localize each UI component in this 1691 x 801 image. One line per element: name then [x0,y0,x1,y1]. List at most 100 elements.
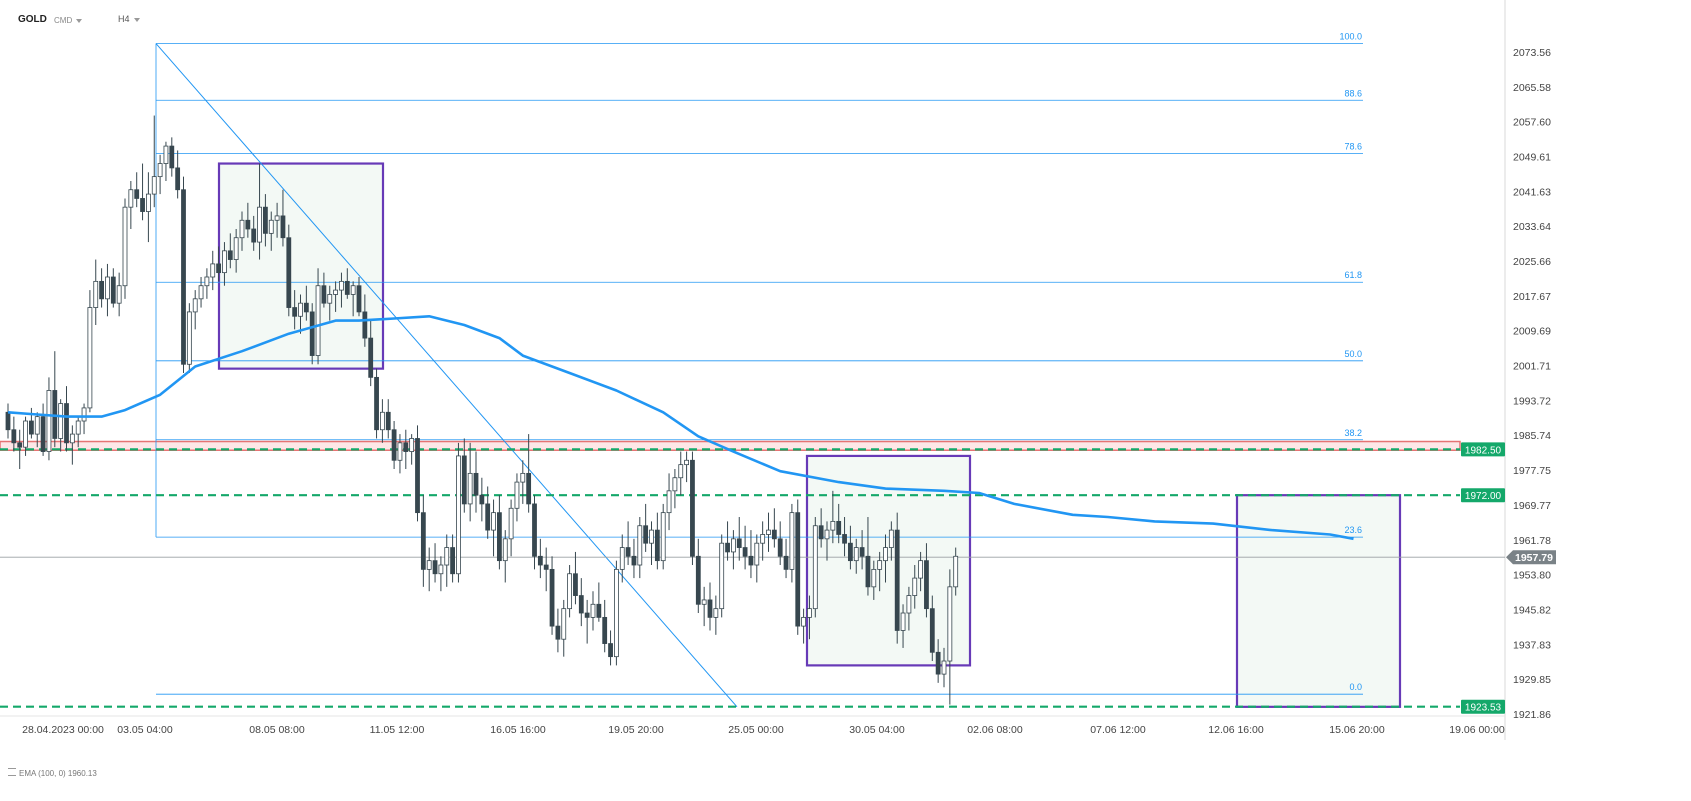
candle [766,512,771,552]
candle-body [695,555,701,605]
candle [584,599,590,644]
candle [485,486,491,539]
candle [23,416,28,456]
candle-body [888,529,894,548]
candle [75,416,81,448]
candle-body [537,555,543,566]
candle-body [198,285,204,300]
timeframe-selector[interactable]: H4 [118,14,140,24]
x-tick-label: 02.06 08:00 [967,724,1023,736]
x-tick-label: 11.05 12:00 [370,724,425,736]
candle-body [28,420,34,435]
candle [900,604,906,648]
candle [40,403,46,456]
candle [286,224,292,317]
candle [713,595,719,635]
ema-line [7,314,1354,541]
candle-body [116,285,122,304]
candle-body [403,442,409,452]
candle [140,163,145,221]
candle [251,215,257,251]
candle-body [163,145,169,164]
candle [631,538,637,579]
candle [935,639,941,683]
candle [561,599,567,657]
candle-body [865,555,871,588]
candle [637,517,643,579]
candle [625,521,631,566]
candle [853,538,859,574]
candle-body [508,507,514,540]
candle-body [713,608,719,618]
candle-body [17,442,23,448]
candle [573,551,578,605]
candle-body [514,481,520,509]
candle [128,180,134,229]
candle-body [777,538,783,557]
candle-body [145,193,151,212]
candle [344,268,350,299]
candle [496,495,502,570]
x-tick-label: 15.06 20:00 [1329,724,1385,736]
candle-body [99,280,104,300]
y-tick-label: 2065.58 [1513,82,1551,94]
candle [420,495,426,587]
candle [742,525,748,570]
candle [368,320,374,387]
current-price-label: 1957.79 [1515,552,1553,564]
symbol-label[interactable]: GOLD [18,14,47,25]
y-tick-label: 2041.63 [1513,186,1551,198]
y-tick-label: 2009.69 [1513,326,1551,338]
y-tick-label: 2033.64 [1513,221,1551,233]
candle-body [157,163,163,178]
level-price-tag [1461,442,1505,457]
candle [257,163,262,260]
candle-body [309,311,315,356]
candle-body [81,407,87,422]
candle [391,421,397,470]
candle [28,407,34,439]
candle [163,141,169,181]
candle-body [877,560,883,570]
candle-body [801,616,806,627]
instrument-type-selector[interactable]: CMD [54,16,83,25]
candle [719,534,725,618]
candle-body [438,564,444,575]
candle-body [859,547,865,557]
candle-body [725,542,730,553]
candle [690,451,695,566]
candle [268,211,274,251]
candle-body [227,250,233,260]
candle-body [444,547,450,566]
candle-body [748,555,754,566]
y-tick-label: 2057.60 [1513,117,1551,129]
candle-body [549,568,555,627]
candle [883,534,888,583]
candle [824,521,830,561]
candle-body [479,494,485,505]
candle-body [409,438,415,452]
candle [947,569,953,705]
candle [777,521,783,566]
candle [58,399,64,452]
candle [731,530,736,570]
candle-body [40,416,46,452]
candle-body [555,625,561,640]
candle [467,442,473,522]
candle-body [379,411,385,431]
candle-body [485,503,491,531]
candle-body [491,512,496,531]
candle-body [11,429,17,444]
candle-body [848,542,853,562]
candle [99,268,104,308]
candle [578,578,584,627]
candle [871,560,877,600]
candle [514,473,520,522]
candle [356,277,362,317]
y-tick-label: 1929.85 [1513,674,1551,686]
level-price-label: 1972.00 [1465,491,1502,502]
candle [614,560,619,666]
candle-body [34,416,40,435]
x-tick-label: 19.06 00:00 [1449,724,1505,736]
